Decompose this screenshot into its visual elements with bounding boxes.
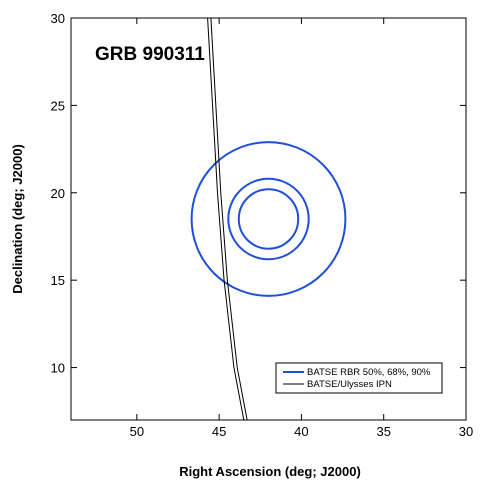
axis-ticks: 50 45 40 35 30 10 15 20 25 30 [51,11,474,439]
batse-contour-68pct [227,177,310,261]
x-tick-label: 30 [459,424,473,439]
y-axis-title: Declination (deg; J2000) [10,144,25,294]
x-tick-label: 45 [212,424,226,439]
x-tick-label: 40 [294,424,308,439]
y-tick-label: 20 [51,186,65,201]
y-tick-label: 10 [51,361,65,376]
y-tick-label: 30 [51,11,65,26]
y-tick-label: 25 [51,98,65,113]
plot-frame [70,17,467,421]
x-tick-label: 35 [376,424,390,439]
legend: BATSE RBR 50%, 68%, 90% BATSE/Ulysses IP… [275,362,443,394]
x-tick-label: 50 [130,424,144,439]
x-axis-title: Right Ascension (deg; J2000) [179,464,361,479]
ipn-annulus-edge-2 [210,17,248,421]
ipn-annulus-edge-1 [207,17,245,421]
batse-contour-90pct [190,141,347,297]
plot-content [190,17,347,421]
y-tick-label: 15 [51,273,65,288]
legend-label-batse: BATSE RBR 50%, 68%, 90% [307,367,431,378]
legend-label-ipn: BATSE/Ulysses IPN [307,379,392,390]
legend-box [275,362,443,394]
chart-title: GRB 990311 [95,44,205,65]
batse-contour-50pct [237,188,300,250]
